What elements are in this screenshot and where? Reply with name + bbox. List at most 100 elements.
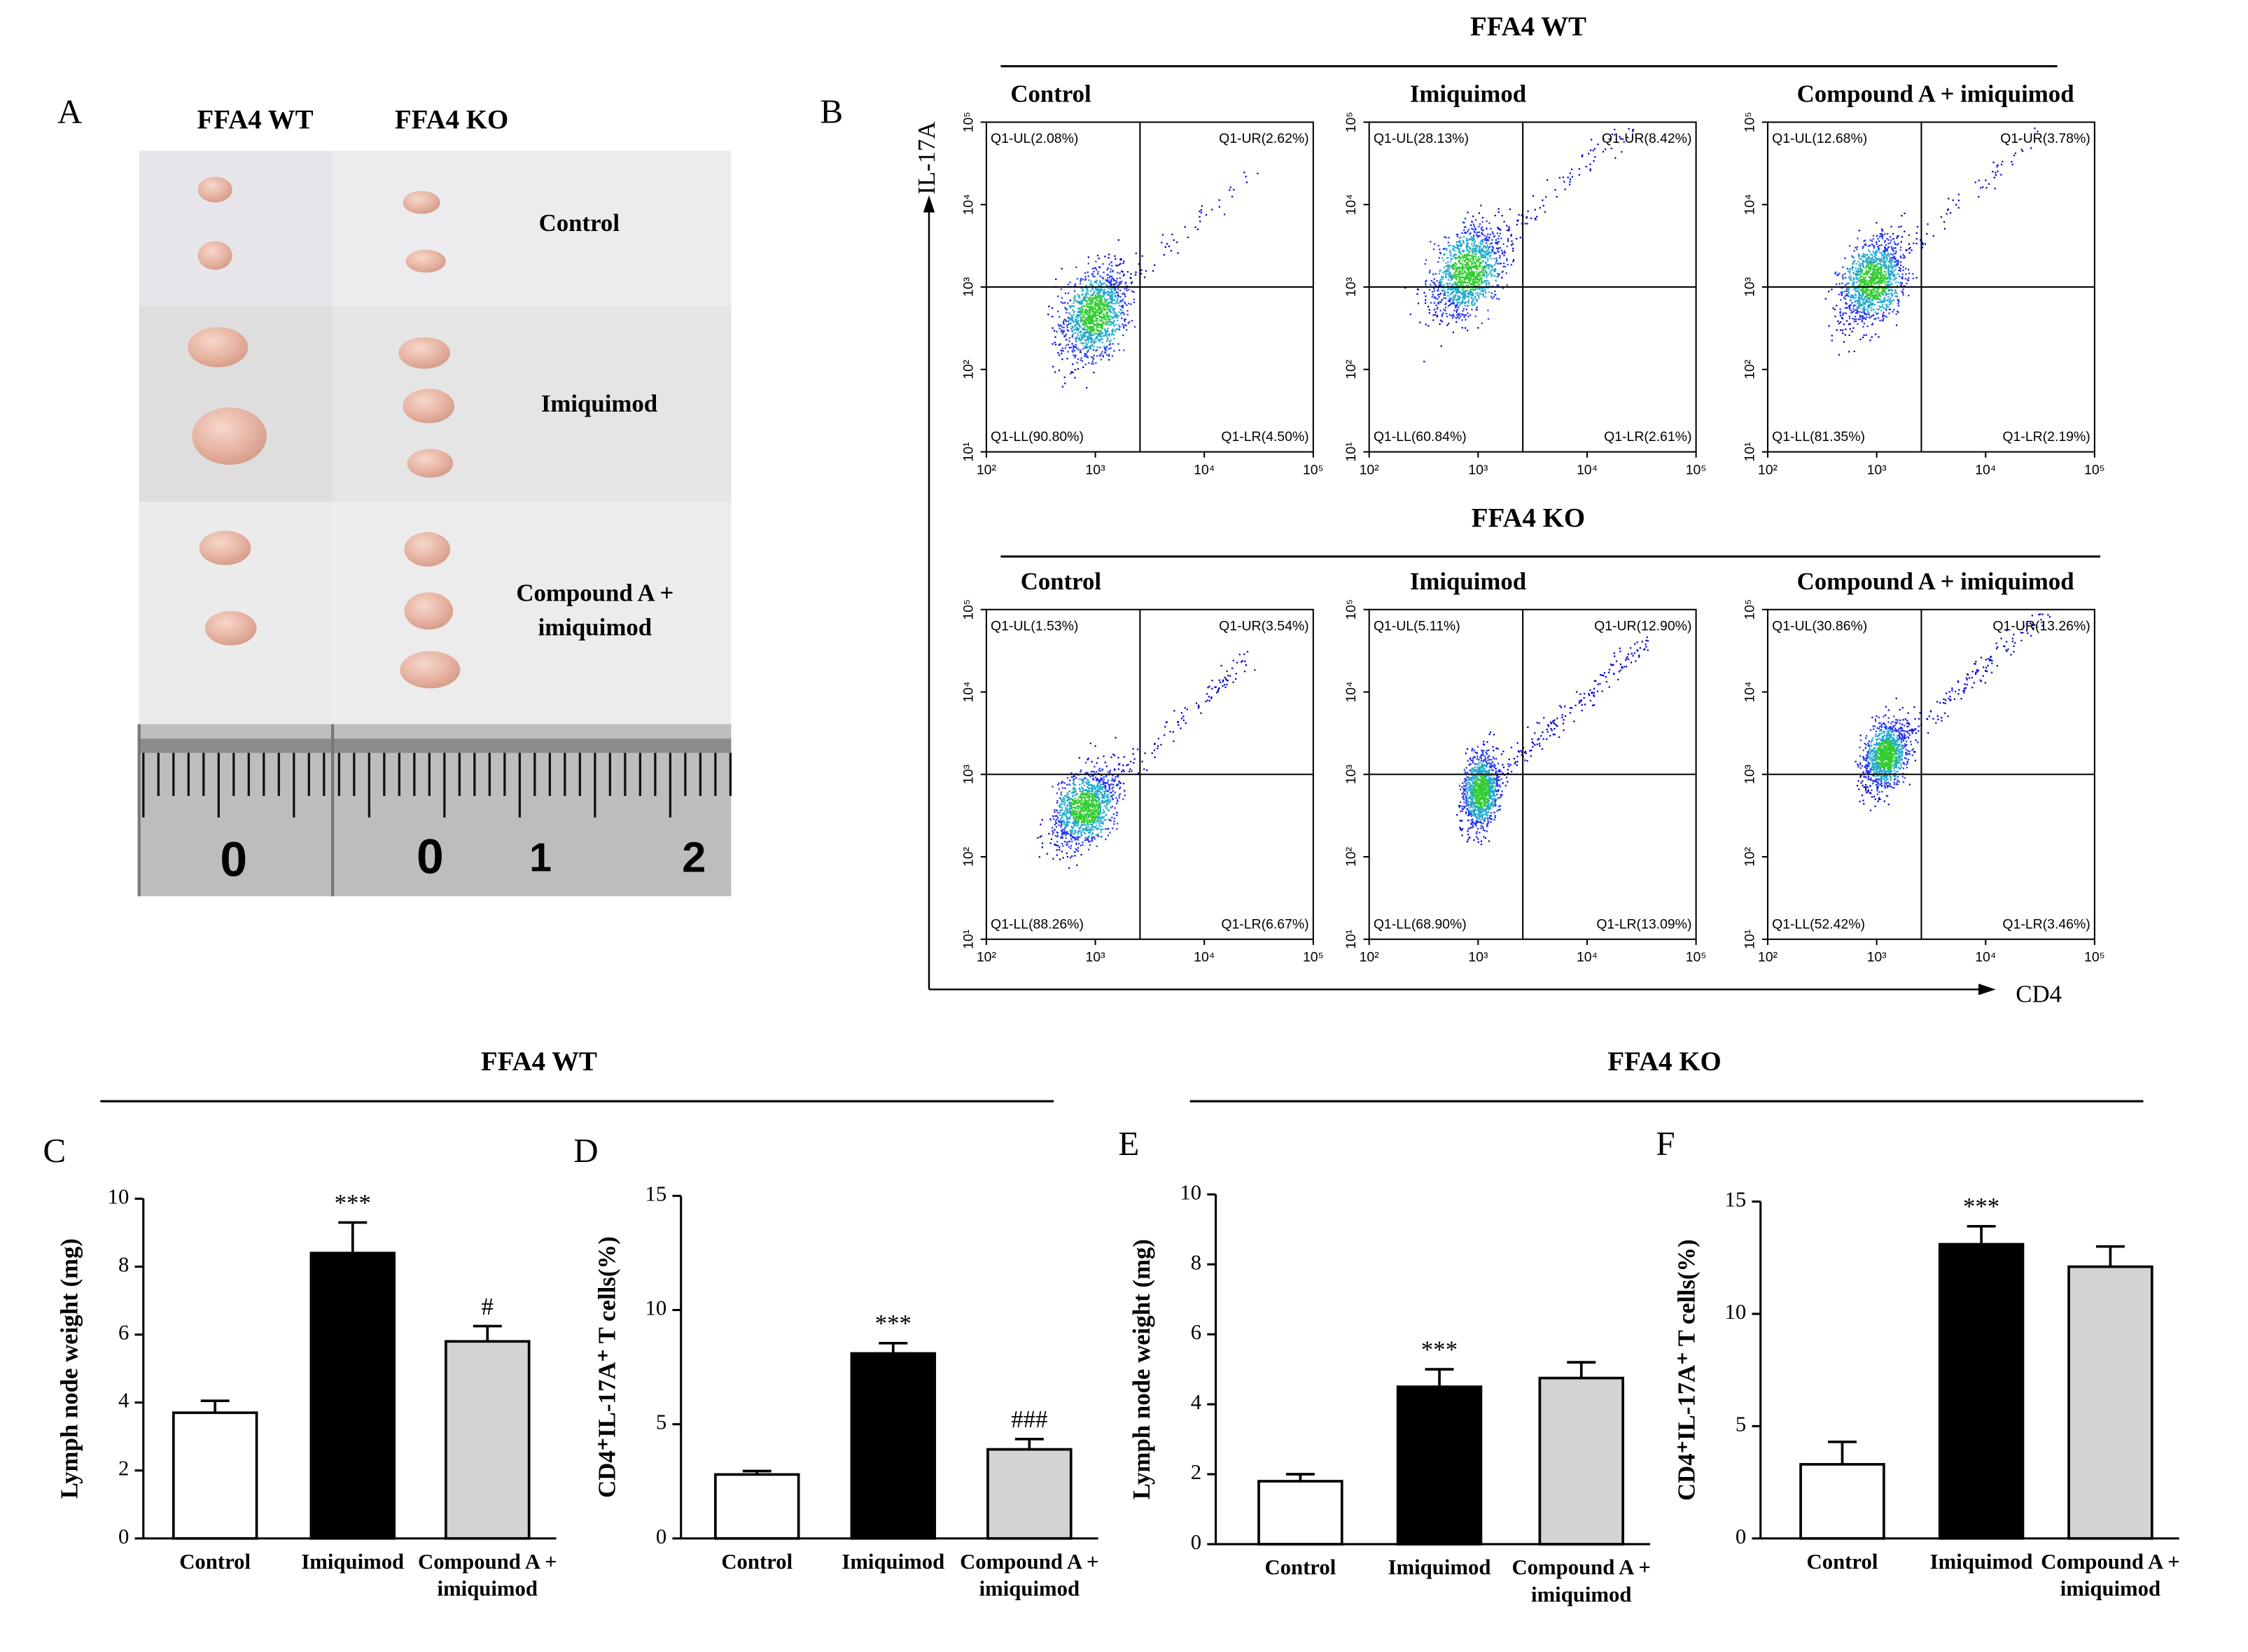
event-dot — [1896, 292, 1898, 295]
event-dot — [1094, 323, 1096, 326]
event-dot — [1863, 317, 1865, 319]
event-dot — [1845, 302, 1847, 304]
event-dot — [1482, 241, 1484, 243]
event-dot — [1094, 320, 1096, 322]
event-dot — [1875, 272, 1878, 274]
event-dot — [1462, 221, 1464, 223]
event-dot — [1458, 304, 1461, 306]
event-dot — [1087, 275, 1089, 277]
event-dot — [1868, 280, 1870, 283]
event-dot — [1474, 262, 1476, 265]
event-dot — [1488, 222, 1490, 224]
event-dot — [1478, 234, 1480, 237]
event-dot — [1497, 250, 1499, 252]
event-dot — [1095, 302, 1097, 304]
event-dot — [1120, 309, 1122, 312]
event-dot — [1877, 267, 1880, 269]
event-dot — [1869, 239, 1871, 241]
event-dot — [1458, 306, 1460, 309]
event-dot — [1121, 270, 1123, 272]
event-dot — [1098, 323, 1101, 326]
event-dot — [1085, 309, 1087, 311]
event-dot — [1472, 281, 1474, 284]
event-dot — [1052, 833, 1054, 835]
event-dot — [1077, 301, 1080, 303]
event-dot — [1847, 287, 1849, 289]
event-dot — [1087, 326, 1090, 329]
event-dot — [1465, 246, 1467, 248]
event-dot — [1878, 247, 1880, 249]
event-dot — [1462, 310, 1464, 312]
event-dot — [1485, 262, 1487, 264]
event-dot — [1103, 314, 1105, 316]
event-dot — [1080, 306, 1082, 308]
event-dot — [1878, 309, 1880, 311]
event-dot — [1487, 280, 1489, 282]
event-dot — [1084, 272, 1087, 274]
event-dot — [1161, 234, 1164, 236]
event-dot — [1476, 306, 1478, 309]
event-dot — [1462, 255, 1465, 258]
event-dot — [1085, 340, 1087, 342]
event-dot — [1864, 286, 1866, 289]
event-dot — [1474, 240, 1476, 242]
event-dot — [1112, 813, 1115, 816]
event-dot — [1472, 262, 1474, 265]
event-dot — [1838, 283, 1841, 285]
event-dot — [1492, 248, 1494, 251]
event-dot — [1062, 845, 1064, 847]
event-dot — [1467, 293, 1469, 295]
event-dot — [1865, 258, 1868, 261]
event-dot — [1876, 266, 1878, 268]
event-dot — [1063, 323, 1065, 326]
event-dot — [1890, 270, 1892, 272]
event-dot — [1110, 302, 1112, 304]
event-dot — [1883, 246, 1886, 248]
event-dot — [1076, 314, 1078, 316]
event-dot — [1864, 273, 1866, 275]
event-dot — [1852, 283, 1854, 286]
event-dot — [1107, 321, 1109, 323]
event-dot — [1061, 329, 1063, 331]
event-dot — [1449, 299, 1451, 301]
event-dot — [1879, 233, 1881, 235]
event-dot — [1117, 300, 1119, 302]
event-dot — [1480, 243, 1482, 245]
event-dot — [1483, 273, 1485, 275]
event-dot — [1874, 278, 1877, 280]
event-dot — [1479, 251, 1481, 254]
event-dot — [1858, 303, 1861, 305]
event-dot — [1063, 782, 1066, 784]
event-dot — [1087, 317, 1089, 319]
event-dot — [1101, 816, 1103, 818]
event-dot — [1446, 284, 1448, 286]
event-dot — [1866, 309, 1869, 311]
event-dot — [1432, 281, 1434, 284]
event-dot — [1845, 320, 1848, 322]
event-dot — [1126, 289, 1128, 292]
event-dot — [1089, 348, 1091, 350]
event-dot — [1117, 764, 1120, 766]
event-dot — [1897, 259, 1899, 262]
event-dot — [1493, 270, 1495, 272]
event-dot — [1947, 209, 1949, 211]
event-dot — [1471, 255, 1474, 257]
event-dot — [1883, 260, 1885, 262]
event-dot — [1076, 322, 1078, 324]
event-dot — [1463, 276, 1466, 279]
event-dot — [1985, 179, 1987, 181]
event-dot — [1556, 195, 1558, 198]
event-dot — [1448, 269, 1450, 271]
event-dot — [1104, 781, 1106, 784]
event-dot — [1544, 211, 1546, 213]
event-dot — [1100, 312, 1102, 315]
event-dot — [1867, 311, 1869, 313]
event-dot — [1486, 273, 1488, 275]
event-dot — [1847, 270, 1850, 272]
event-dot — [1106, 803, 1109, 805]
event-dot — [1890, 260, 1892, 262]
event-dot — [1090, 280, 1092, 283]
event-dot — [1075, 831, 1077, 833]
event-dot — [1862, 309, 1864, 311]
event-dot — [1891, 290, 1894, 292]
